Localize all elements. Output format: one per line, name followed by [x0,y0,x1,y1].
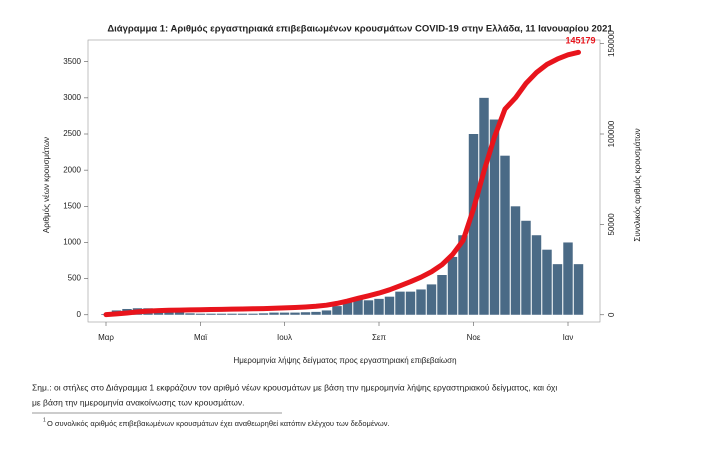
x-tick-label: Μαϊ [194,333,207,342]
y-tick-label: 1500 [63,201,81,210]
bar [416,289,426,315]
bar [521,220,531,315]
footnote: Ο συνολικός αριθμός επιβεβαιωμένων κρουσ… [47,419,390,428]
bar [248,313,258,315]
bar [447,256,458,315]
bar [227,313,237,315]
cumulative-line [103,49,581,318]
bar [279,312,290,315]
bar [237,313,248,315]
bar [542,249,552,315]
bar [374,298,384,315]
bar [395,291,405,315]
y-tick-label: 3000 [63,93,81,102]
bar [468,134,479,315]
data-label: 145179 [565,36,595,46]
bar [332,306,342,315]
bar [258,313,269,315]
bar [353,298,363,315]
y-tick-label: 2500 [63,129,81,138]
y-tick-label: 2000 [63,165,81,174]
y-tick-label: 500 [68,274,82,283]
bar [552,264,563,315]
y-tick-label: 0 [77,310,82,319]
bar [405,291,416,315]
bar [321,310,332,315]
bar [300,312,311,315]
bar [174,311,185,315]
bar [311,311,321,315]
bar [206,313,216,315]
bar [216,313,227,315]
bar [342,301,353,315]
bar [269,312,279,315]
plot-frame [87,39,601,323]
note-line: με βάση την ημερομηνία ανακοίνωσης των κ… [32,397,245,407]
x-tick-label: Νοε [467,333,481,342]
x-axis-label: Ημερομηνία λήψης δείγματος προς εργαστηρ… [233,356,456,365]
bar [510,206,521,315]
x-tick-label: Ιουλ [277,333,292,342]
bar [426,284,437,315]
y2-tick-label: 0 [607,312,616,317]
chart-title: Διάγραμμα 1: Αριθμός εργαστηριακά επιβεβ… [107,24,613,35]
bar [500,155,510,315]
x-tick-label: Ιαν [563,333,574,342]
bar [563,242,573,315]
bar [185,313,195,315]
bar [489,119,500,315]
y2-tick-label: 50000 [607,213,616,236]
x-tick-label: Σεπ [372,333,387,342]
bar [290,312,300,315]
note-line: Σημ.: οι στήλες στο Διάγραμμα 1 εκφράζου… [32,382,557,392]
footnote-mark: 1 [43,417,46,423]
bar [437,275,447,315]
x-tick-label: Μαρ [98,333,114,342]
y-tick-label: 1000 [63,238,81,247]
y2-axis-label: Συνολικός αριθμός κρουσμάτων [633,128,642,241]
y2-tick-label: 100000 [607,120,616,147]
bar [573,264,584,315]
y2-tick-label: 150000 [607,30,616,57]
bar [384,296,395,315]
bar [531,235,542,315]
bar [458,235,468,315]
y-axis-label: Αριθμός νέων κρουσμάτων [42,137,51,233]
bar [363,300,374,315]
bar [479,97,489,315]
y-tick-label: 3500 [63,57,81,66]
bar [195,313,206,315]
